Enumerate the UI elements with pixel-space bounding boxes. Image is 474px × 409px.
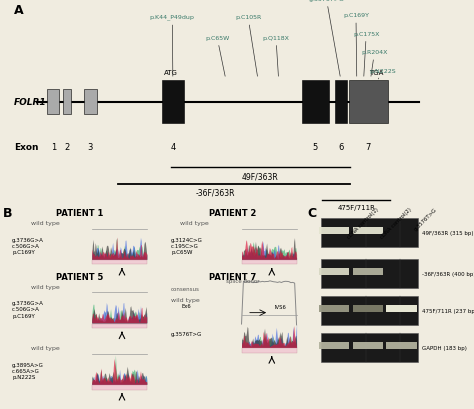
Text: p.N222S: p.N222S: [12, 374, 36, 379]
Text: g.3576T>G: g.3576T>G: [413, 207, 438, 231]
Text: 49F/363R (315 bp): 49F/363R (315 bp): [422, 231, 474, 236]
Text: c.665A>G: c.665A>G: [12, 368, 40, 373]
Text: 3: 3: [87, 143, 93, 152]
Bar: [47, 90, 59, 115]
Text: consensus: consensus: [171, 286, 200, 291]
Text: 2: 2: [64, 143, 70, 152]
Bar: [386, 305, 417, 312]
Text: FOLR1: FOLR1: [14, 98, 47, 107]
Text: p.C169Y: p.C169Y: [343, 13, 369, 77]
Text: g.3576T>G: g.3576T>G: [171, 331, 202, 336]
Bar: [321, 219, 419, 247]
Bar: [242, 261, 297, 265]
Bar: [64, 90, 71, 115]
Text: p.N222S: p.N222S: [369, 69, 396, 80]
Text: p.C65W: p.C65W: [171, 249, 193, 254]
Text: wild type: wild type: [30, 221, 59, 226]
Bar: [92, 261, 147, 265]
Text: Exon: Exon: [14, 143, 39, 152]
Text: 4: 4: [170, 143, 175, 152]
Text: p.C169Y: p.C169Y: [12, 313, 35, 318]
Text: wild type: wild type: [30, 346, 59, 351]
Bar: [83, 90, 97, 115]
Bar: [92, 385, 147, 389]
Text: -36F/363R (400 bp): -36F/363R (400 bp): [422, 272, 474, 276]
Text: A: A: [14, 4, 24, 17]
Text: p.R204X: p.R204X: [361, 50, 388, 77]
Text: g.3736G>A: g.3736G>A: [12, 237, 44, 242]
Text: PATIENT 1: PATIENT 1: [56, 209, 103, 218]
Text: C: C: [308, 207, 317, 220]
Text: 6: 6: [338, 143, 343, 152]
Text: PATIENT 7: PATIENT 7: [209, 272, 256, 281]
Bar: [301, 81, 329, 124]
Text: c.195C>G: c.195C>G: [171, 243, 199, 248]
Bar: [353, 268, 383, 276]
Text: PATIENT 5: PATIENT 5: [56, 272, 103, 281]
Bar: [92, 324, 147, 328]
Bar: [353, 227, 383, 234]
Bar: [353, 342, 383, 349]
Text: wild type: wild type: [30, 284, 59, 289]
Text: g.3736G>A: g.3736G>A: [12, 301, 44, 306]
Text: 5: 5: [313, 143, 318, 152]
Bar: [349, 81, 388, 124]
Bar: [242, 348, 297, 353]
Bar: [353, 305, 383, 312]
Bar: [321, 333, 419, 362]
Text: 475F/711R (237 bp/386 bp): 475F/711R (237 bp/386 bp): [422, 308, 474, 313]
Text: B: B: [3, 207, 12, 220]
Text: c.506G>A: c.506G>A: [12, 243, 40, 248]
Text: 475F/711R: 475F/711R: [337, 204, 375, 211]
Text: p.C175X: p.C175X: [353, 32, 380, 77]
Text: p.C105R: p.C105R: [235, 16, 261, 77]
Bar: [319, 227, 349, 234]
Text: 49F/363R: 49F/363R: [242, 172, 279, 181]
Text: p.C65W: p.C65W: [205, 36, 229, 77]
Text: cDNA control(2): cDNA control(2): [380, 207, 413, 240]
Text: p.K44_P49dup: p.K44_P49dup: [150, 15, 195, 77]
Text: splice donor: splice donor: [226, 278, 260, 283]
Text: -36F/363R: -36F/363R: [196, 188, 235, 197]
Bar: [321, 297, 419, 325]
Bar: [162, 81, 184, 124]
Bar: [319, 305, 349, 312]
Text: ATG: ATG: [164, 70, 177, 76]
Text: g.3576T>G: g.3576T>G: [309, 0, 344, 77]
Text: p.Q118X: p.Q118X: [263, 36, 289, 77]
Text: PATIENT 2: PATIENT 2: [209, 209, 256, 218]
Bar: [319, 268, 349, 276]
Bar: [386, 342, 417, 349]
Bar: [319, 342, 349, 349]
Text: GAPDH (183 bp): GAPDH (183 bp): [422, 345, 467, 350]
Bar: [321, 260, 419, 288]
Text: 1: 1: [51, 143, 56, 152]
Text: 7: 7: [365, 143, 371, 152]
Text: wild type: wild type: [181, 221, 209, 226]
Text: TGA: TGA: [369, 70, 384, 76]
Text: p.C169Y: p.C169Y: [12, 249, 35, 254]
Bar: [335, 81, 346, 124]
Text: g.3895A>G: g.3895A>G: [12, 362, 44, 367]
Text: wild type: wild type: [171, 298, 200, 303]
Text: IVS6: IVS6: [274, 304, 286, 309]
Text: Ex6: Ex6: [182, 303, 191, 309]
Text: cDNA control(1): cDNA control(1): [346, 207, 379, 240]
Text: c.506G>A: c.506G>A: [12, 307, 40, 312]
Text: g.3124C>G: g.3124C>G: [171, 237, 203, 242]
